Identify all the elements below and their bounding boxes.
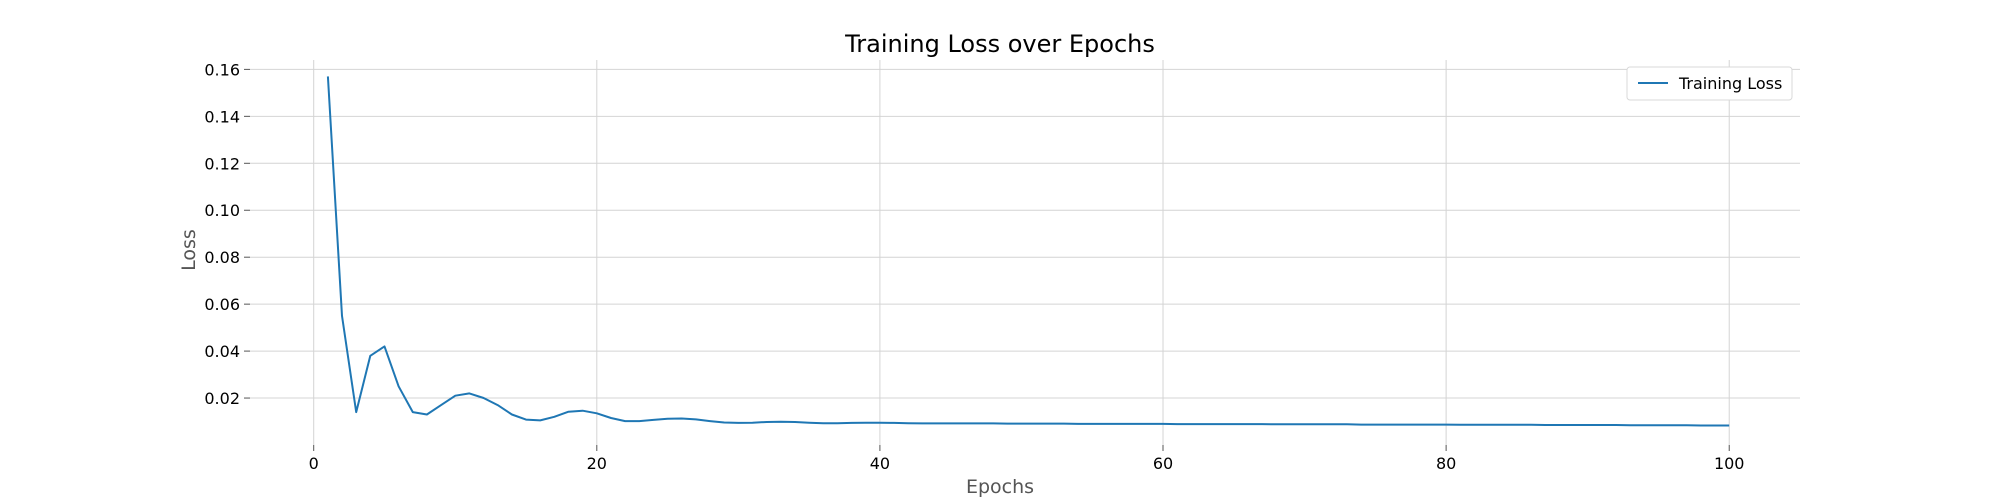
x-axis-ticks: 0 20 40 60 80 100: [309, 445, 1745, 473]
y-axis-ticks: 0.02 0.04 0.06 0.08 0.10 0.12 0.14 0.16: [204, 60, 250, 408]
legend-label-training-loss: Training Loss: [1678, 74, 1782, 93]
x-tick-label: 40: [870, 454, 890, 473]
grid-layer: [250, 60, 1800, 445]
x-tick-label: 20: [587, 454, 607, 473]
x-tick-label: 60: [1153, 454, 1173, 473]
series-line-training-loss: [326, 76, 1730, 427]
y-axis-label: Loss: [178, 229, 200, 271]
x-axis-label: Epochs: [966, 476, 1034, 498]
series-layer: [326, 76, 1730, 427]
y-tick-label: 0.14: [204, 107, 240, 126]
y-tick-label: 0.04: [204, 342, 240, 361]
x-tick-label: 100: [1714, 454, 1745, 473]
x-tick-label: 0: [309, 454, 319, 473]
y-tick-label: 0.02: [204, 389, 240, 408]
y-tick-label: 0.06: [204, 295, 240, 314]
y-tick-label: 0.10: [204, 201, 240, 220]
chart-title: Training Loss over Epochs: [844, 30, 1155, 58]
y-tick-label: 0.08: [204, 248, 240, 267]
legend: Training Loss: [1626, 66, 1793, 101]
y-tick-label: 0.16: [204, 60, 240, 79]
legend-box: [1626, 66, 1793, 101]
y-tick-label: 0.12: [204, 154, 240, 173]
x-tick-label: 80: [1436, 454, 1456, 473]
